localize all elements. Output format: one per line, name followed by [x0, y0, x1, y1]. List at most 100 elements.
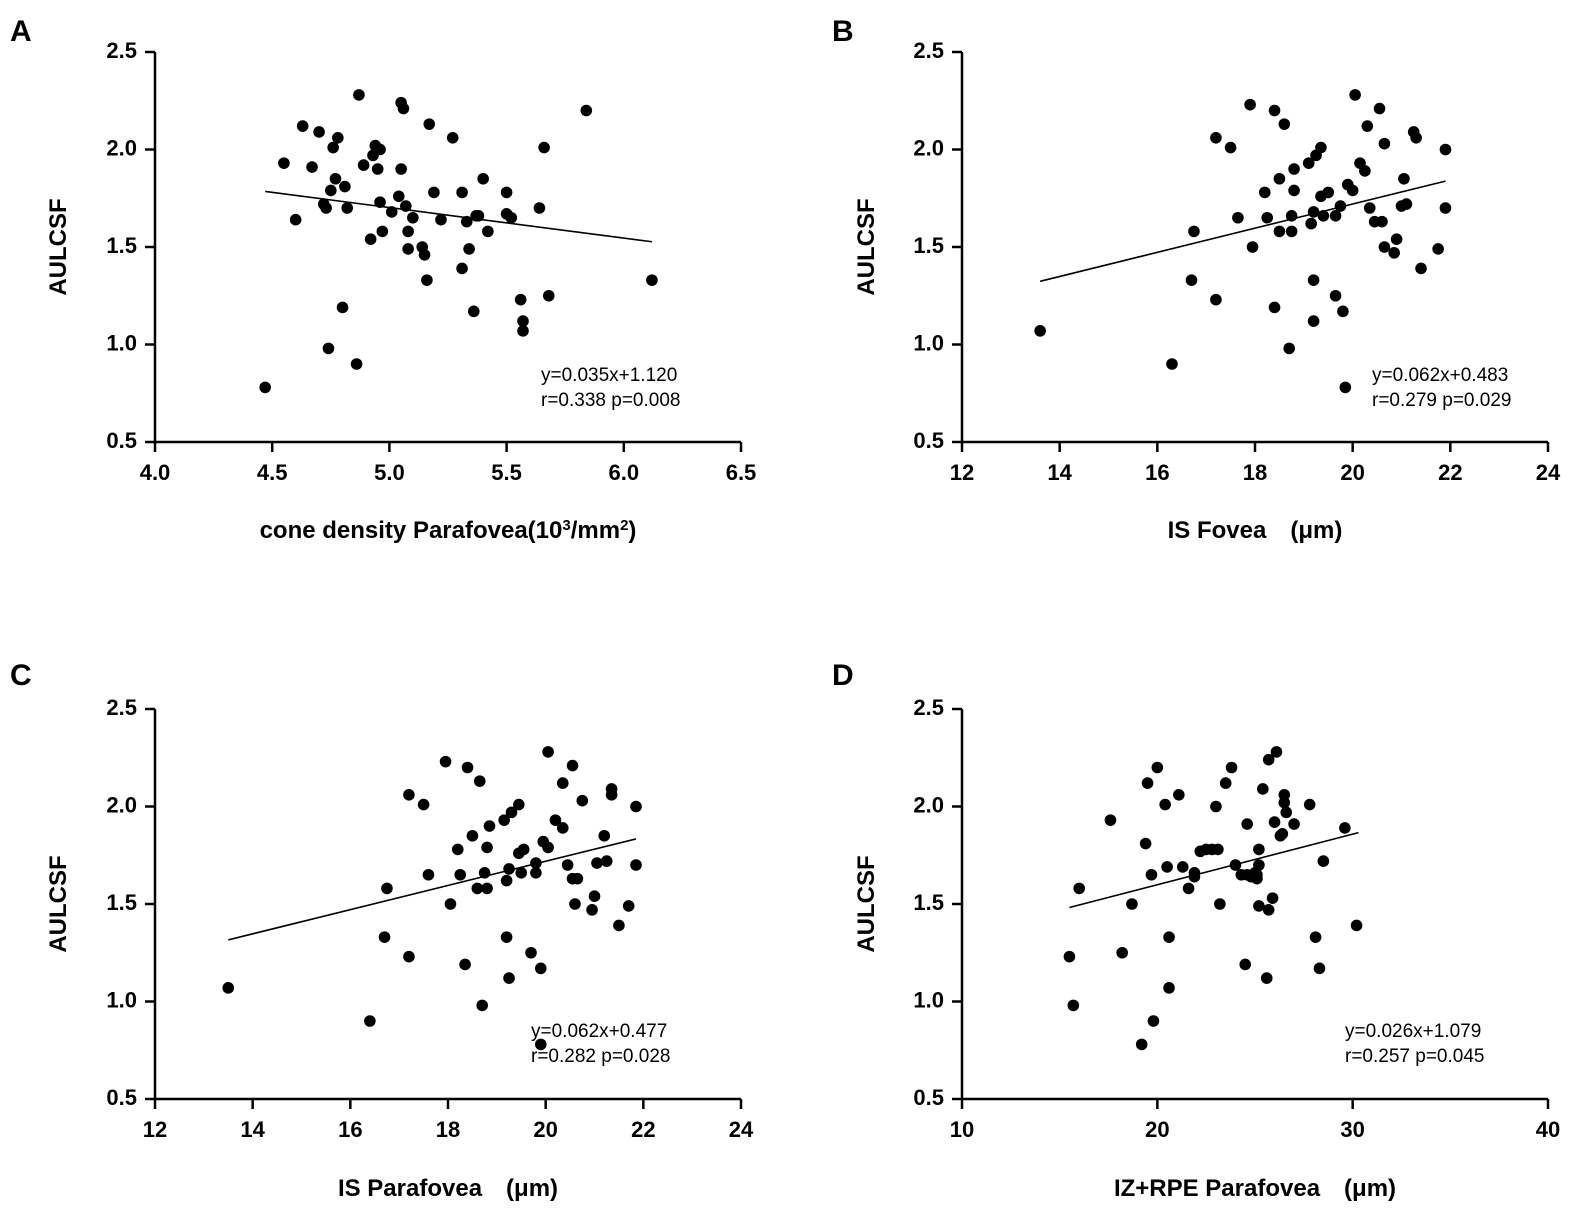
data-point — [1262, 753, 1275, 766]
data-point — [481, 841, 493, 854]
data-point — [1135, 1038, 1148, 1051]
regression-annotation: r=0.257 p=0.045 — [1345, 1046, 1484, 1067]
data-point — [1315, 141, 1327, 154]
y-tick-label: 1.5 — [913, 233, 944, 258]
y-tick-label: 2.0 — [106, 135, 137, 160]
data-point — [533, 202, 546, 214]
data-point — [1329, 210, 1342, 222]
data-point — [422, 868, 435, 881]
data-point — [1212, 843, 1224, 856]
data-point — [483, 820, 496, 832]
data-point — [1337, 305, 1349, 318]
data-point — [1339, 822, 1351, 834]
data-point — [1244, 98, 1256, 111]
data-point — [580, 104, 593, 117]
data-point — [1322, 186, 1335, 199]
data-point — [515, 867, 528, 879]
data-point — [392, 190, 405, 203]
data-point — [542, 746, 554, 758]
data-point — [1359, 165, 1371, 177]
data-point — [1400, 198, 1413, 210]
y-axis-label: AULCSF — [853, 198, 880, 295]
data-point — [466, 829, 479, 842]
regression-annotation: r=0.282 p=0.028 — [531, 1046, 670, 1067]
data-point — [569, 898, 581, 910]
x-axis-label: IZ+RPE Parafovea (μm) — [1114, 1175, 1396, 1202]
data-point — [1262, 904, 1275, 916]
data-point — [418, 249, 431, 261]
y-tick-label: 1.0 — [106, 987, 137, 1012]
data-point — [482, 225, 494, 238]
data-point — [313, 126, 325, 138]
data-point — [341, 202, 354, 214]
data-point — [444, 898, 457, 910]
x-tick-label: 14 — [240, 1117, 265, 1142]
data-point — [1346, 184, 1359, 197]
data-point — [329, 172, 342, 185]
data-point — [566, 759, 579, 772]
y-axis-label: AULCSF — [853, 855, 880, 952]
data-point — [1224, 141, 1237, 154]
regression-annotation: y=0.062x+0.477 — [531, 1021, 667, 1042]
data-point — [600, 855, 613, 867]
data-point — [423, 118, 436, 130]
data-point — [534, 962, 547, 975]
data-point — [1339, 381, 1352, 394]
data-point — [296, 120, 309, 132]
data-point — [598, 829, 611, 842]
data-point — [500, 931, 513, 943]
data-point — [402, 225, 414, 238]
data-point — [613, 919, 625, 932]
data-point — [374, 196, 386, 208]
data-point — [1163, 982, 1175, 994]
data-point — [1398, 172, 1410, 185]
data-point — [556, 822, 569, 834]
data-point — [1378, 241, 1391, 253]
data-point — [1159, 798, 1171, 811]
data-point — [1390, 233, 1403, 245]
data-point — [1307, 315, 1320, 327]
data-point — [1278, 118, 1291, 130]
data-point — [1283, 342, 1295, 355]
data-point — [1278, 796, 1291, 809]
data-point — [1350, 919, 1363, 932]
data-point — [1151, 761, 1164, 774]
data-point — [1141, 777, 1154, 789]
data-point — [556, 777, 569, 789]
data-point — [1147, 1015, 1160, 1027]
data-point — [1313, 962, 1326, 975]
data-point — [498, 814, 510, 826]
data-point — [339, 180, 351, 193]
data-point — [439, 755, 452, 768]
data-point — [1210, 293, 1222, 306]
x-tick-label: 5.0 — [374, 460, 405, 485]
data-point — [1219, 777, 1232, 789]
data-point — [1253, 859, 1265, 871]
data-point — [1260, 972, 1273, 984]
data-point — [385, 206, 398, 218]
x-tick-label: 20 — [1340, 460, 1364, 485]
x-tick-label: 12 — [143, 1117, 167, 1142]
data-point — [1270, 746, 1283, 758]
y-tick-label: 1.0 — [106, 330, 137, 355]
data-point — [1239, 958, 1252, 971]
data-point — [622, 900, 635, 912]
data-point — [400, 200, 412, 212]
data-point — [591, 857, 603, 869]
data-point — [1373, 102, 1386, 115]
y-tick-label: 2.5 — [913, 38, 944, 63]
data-point — [407, 211, 419, 224]
regression-line — [265, 190, 653, 243]
data-point — [1288, 818, 1300, 830]
data-point — [500, 186, 513, 199]
x-tick-label: 6.0 — [609, 460, 640, 485]
data-point — [473, 775, 486, 787]
data-point — [456, 262, 468, 275]
x-tick-label: 18 — [1243, 460, 1267, 485]
data-point — [505, 806, 518, 819]
data-point — [514, 293, 527, 306]
data-point — [576, 794, 589, 807]
data-point — [1273, 225, 1286, 238]
data-point — [1410, 132, 1422, 144]
data-point — [1439, 202, 1452, 214]
